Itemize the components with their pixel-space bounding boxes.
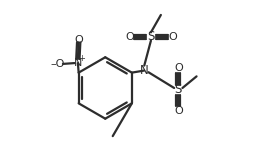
Text: O: O — [74, 35, 83, 45]
Text: O: O — [125, 32, 134, 42]
Text: O: O — [174, 106, 183, 116]
Text: O: O — [174, 63, 183, 73]
Text: S: S — [147, 30, 155, 43]
Text: –O: –O — [51, 59, 65, 69]
Text: N: N — [140, 64, 149, 77]
Text: +: + — [79, 54, 86, 63]
Text: O: O — [168, 32, 177, 42]
Text: S: S — [175, 83, 182, 96]
Text: N: N — [74, 58, 82, 68]
